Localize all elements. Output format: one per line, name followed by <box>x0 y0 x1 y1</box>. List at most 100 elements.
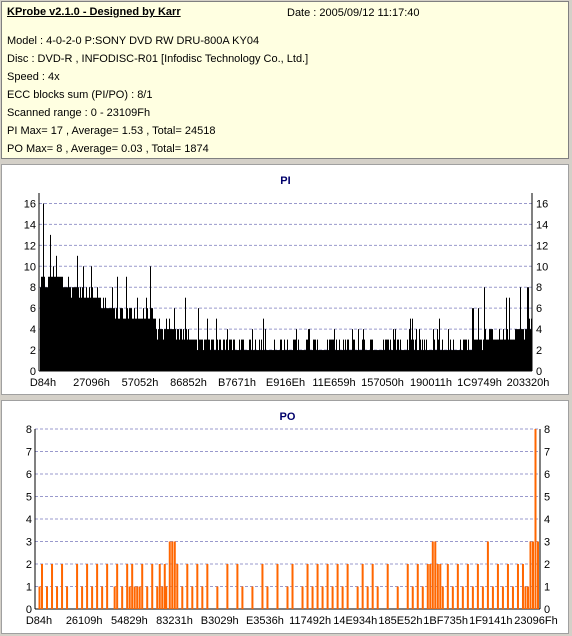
pi-bar <box>281 339 282 371</box>
pi-bar <box>378 350 379 371</box>
pi-bar <box>410 318 411 371</box>
pi-bar <box>321 350 322 371</box>
pi-ytick-right: 16 <box>536 198 548 210</box>
pi-bar <box>179 339 180 371</box>
po-bar <box>411 586 414 609</box>
pi-bar <box>56 255 57 371</box>
pi-bar <box>114 308 115 371</box>
po-xtick-label: 83231h <box>156 615 193 627</box>
po-bar <box>141 564 144 609</box>
pi-bar <box>86 287 87 371</box>
pi-bar <box>401 350 402 371</box>
pi-bar <box>63 287 64 371</box>
pi-ytick-right: 2 <box>536 345 542 357</box>
pi-bar <box>223 339 224 371</box>
pi-bar <box>437 329 438 371</box>
pi-bar <box>212 339 213 371</box>
pi-bar <box>51 276 52 371</box>
disc-line: Disc : DVD-R , INFODISC-R01 [Infodisc Te… <box>7 53 309 65</box>
pi-bar <box>422 339 423 371</box>
pi-bar <box>66 287 67 371</box>
pi-bar <box>320 350 321 371</box>
pi-ytick-right: 0 <box>536 366 542 378</box>
pi-bar <box>269 350 270 371</box>
pi-bar <box>252 329 253 371</box>
pi-bar <box>338 350 339 371</box>
pi-bar <box>103 297 104 371</box>
pi-bar <box>328 350 329 371</box>
pi-bar <box>414 350 415 371</box>
pi-bar <box>474 339 475 371</box>
pi-bar <box>158 329 159 371</box>
pi-bar <box>253 350 254 371</box>
pi-bar <box>284 339 285 371</box>
pi-bar <box>379 350 380 371</box>
pi-bar <box>384 350 385 371</box>
pi-bar <box>40 287 41 371</box>
pi-bar <box>405 350 406 371</box>
pi-bar <box>356 350 357 371</box>
pi-bar <box>171 329 172 371</box>
pi-bar <box>59 276 60 371</box>
pi-bar <box>133 318 134 371</box>
pi-bar <box>335 350 336 371</box>
pi-bar <box>74 287 75 371</box>
pi-bar <box>411 339 412 371</box>
pi-bar <box>89 287 90 371</box>
pi-bar <box>101 308 102 371</box>
pi-bar <box>511 339 512 371</box>
pi-bar <box>144 318 145 371</box>
pi-bar <box>270 350 271 371</box>
pi-bar <box>266 350 267 371</box>
pi-bar <box>485 329 486 371</box>
pi-bar <box>98 297 99 371</box>
pi-bar <box>95 297 96 371</box>
pi-bar <box>129 308 130 371</box>
pi-bar <box>244 350 245 371</box>
pi-bar <box>428 350 429 371</box>
pi-bar <box>495 339 496 371</box>
po-ytick-left: 1 <box>26 582 32 594</box>
pi-bar <box>504 339 505 371</box>
po-ytick-left: 8 <box>26 424 32 436</box>
pi-bar <box>438 339 439 371</box>
pi-bar <box>344 350 345 371</box>
pi-ytick-right: 12 <box>536 240 548 252</box>
pi-bar <box>193 339 194 371</box>
po-bar <box>537 541 539 609</box>
pi-bar <box>461 350 462 371</box>
pi-bar <box>341 350 342 371</box>
pi-xtick-label: 157050h <box>361 377 404 389</box>
pi-bar <box>73 287 74 371</box>
pi-bar <box>85 297 86 371</box>
pi-bar <box>529 318 530 371</box>
pi-bar <box>161 329 162 371</box>
pi-bar <box>339 339 340 371</box>
pi-bar <box>498 339 499 371</box>
po-xtick-label: 1BF735h <box>423 615 468 627</box>
pi-bar <box>90 297 91 371</box>
pi-bar <box>187 339 188 371</box>
pi-bar <box>196 339 197 371</box>
pi-bar <box>318 350 319 371</box>
pi-bar <box>282 350 283 371</box>
po-bar <box>276 564 279 609</box>
pi-bar <box>46 287 47 371</box>
pi-bar <box>93 297 94 371</box>
pi-bar <box>174 308 175 371</box>
pi-bar <box>50 234 51 371</box>
po-bar <box>506 564 509 609</box>
pi-bar <box>42 276 43 371</box>
pi-bar <box>43 203 44 371</box>
pi-bar <box>45 287 46 371</box>
pi-bar <box>470 350 471 371</box>
po-bar <box>56 586 59 609</box>
pi-bar <box>151 308 152 371</box>
pi-bar <box>421 350 422 371</box>
pi-bars <box>40 203 532 371</box>
po-bar <box>526 586 529 609</box>
pi-bar <box>429 350 430 371</box>
pi-bar <box>229 339 230 371</box>
pi-bar <box>147 308 148 371</box>
po-bar <box>86 564 89 609</box>
